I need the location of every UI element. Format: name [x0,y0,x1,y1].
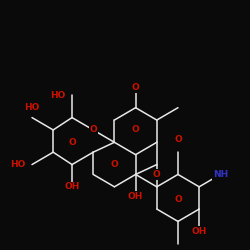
Text: HO: HO [50,91,66,100]
Text: O: O [110,160,118,169]
Text: O: O [132,126,140,134]
Text: OH: OH [192,227,207,236]
Text: O: O [174,135,182,144]
Text: O: O [153,170,161,179]
Text: HO: HO [10,160,26,169]
Text: OH: OH [128,192,143,201]
Text: OH: OH [64,182,80,191]
Text: NH: NH [213,170,228,179]
Text: O: O [89,126,97,134]
Text: O: O [174,195,182,204]
Text: O: O [132,84,140,92]
Text: O: O [68,138,76,147]
Text: HO: HO [24,103,40,112]
